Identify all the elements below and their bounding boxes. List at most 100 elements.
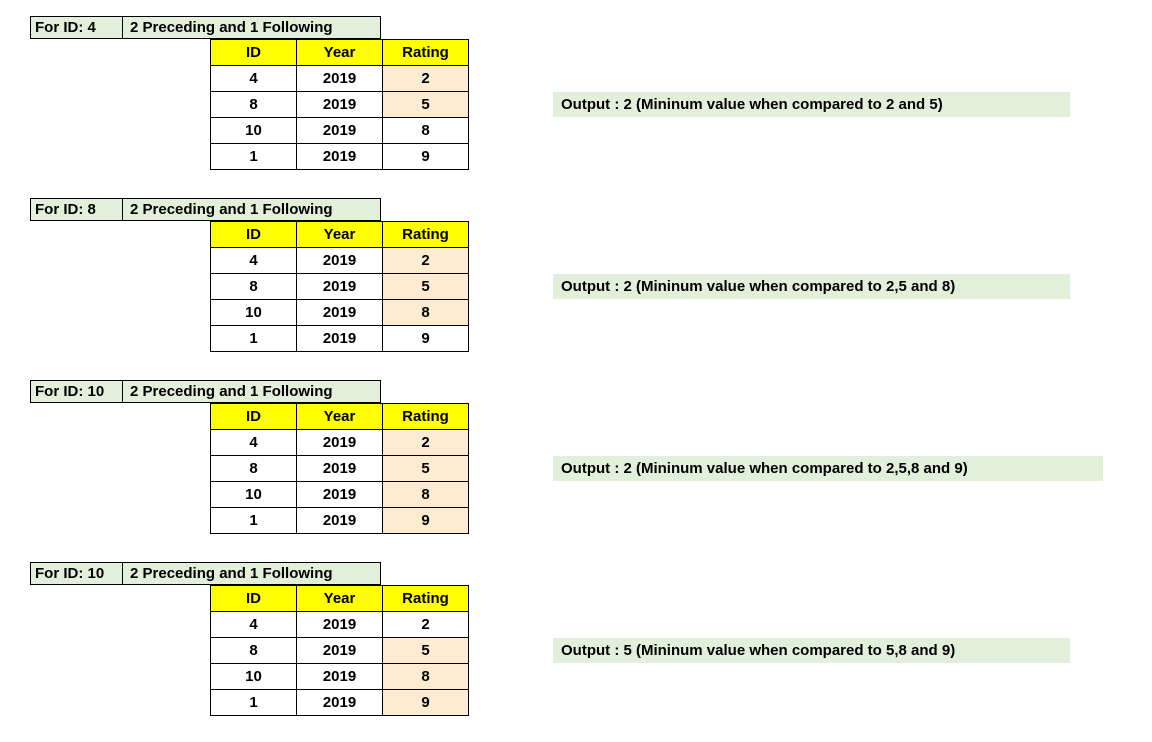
window-frame-cell: 2 Preceding and 1 Following [123,16,381,39]
output-label: Output : 2 (Mininum value when compared … [553,92,1070,117]
block-header: For ID: 4 2 Preceding and 1 Following [30,16,381,39]
id-cell: 4 [210,65,297,92]
example-block-1: For ID: 4 2 Preceding and 1 Following ID… [30,16,1140,196]
column-header-year: Year [296,221,383,248]
table-row: 8 2019 5 [210,91,469,118]
output-label: Output : 2 (Mininum value when compared … [553,274,1070,299]
column-header-rating: Rating [382,585,469,612]
rating-cell: 8 [382,299,469,326]
id-cell: 10 [210,299,297,326]
rating-cell: 5 [382,455,469,482]
rating-cell: 9 [382,507,469,534]
ratings-table: ID Year Rating 4 2019 2 8 2019 5 10 2019… [210,221,469,352]
id-cell: 1 [210,507,297,534]
id-cell: 8 [210,273,297,300]
block-header: For ID: 10 2 Preceding and 1 Following [30,380,381,403]
id-cell: 10 [210,663,297,690]
table-row: 1 2019 9 [210,143,469,170]
column-header-year: Year [296,585,383,612]
header-row: ID Year Rating [210,403,469,430]
example-block-3: For ID: 10 2 Preceding and 1 Following I… [30,380,1140,560]
rating-cell: 9 [382,143,469,170]
id-cell: 1 [210,143,297,170]
rating-cell: 8 [382,663,469,690]
year-cell: 2019 [296,637,383,664]
output-label: Output : 2 (Mininum value when compared … [553,456,1103,481]
header-row: ID Year Rating [210,221,469,248]
table-row: 4 2019 2 [210,65,469,92]
id-cell: 4 [210,429,297,456]
table-row: 1 2019 9 [210,325,469,352]
year-cell: 2019 [296,247,383,274]
column-header-year: Year [296,39,383,66]
window-frame-cell: 2 Preceding and 1 Following [123,198,381,221]
id-cell: 10 [210,117,297,144]
year-cell: 2019 [296,689,383,716]
table-row: 10 2019 8 [210,663,469,690]
for-id-cell: For ID: 10 [30,562,123,585]
year-cell: 2019 [296,481,383,508]
table-row: 10 2019 8 [210,481,469,508]
table-row: 1 2019 9 [210,689,469,716]
example-block-4: For ID: 10 2 Preceding and 1 Following I… [30,562,1140,742]
rating-cell: 8 [382,117,469,144]
window-frame-cell: 2 Preceding and 1 Following [123,380,381,403]
id-cell: 1 [210,689,297,716]
column-header-rating: Rating [382,39,469,66]
table-row: 8 2019 5 [210,455,469,482]
table-row: 8 2019 5 [210,637,469,664]
id-cell: 1 [210,325,297,352]
year-cell: 2019 [296,299,383,326]
year-cell: 2019 [296,455,383,482]
block-header: For ID: 10 2 Preceding and 1 Following [30,562,381,585]
year-cell: 2019 [296,65,383,92]
id-cell: 4 [210,247,297,274]
for-id-cell: For ID: 8 [30,198,123,221]
table-row: 10 2019 8 [210,117,469,144]
block-header: For ID: 8 2 Preceding and 1 Following [30,198,381,221]
year-cell: 2019 [296,507,383,534]
table-row: 4 2019 2 [210,429,469,456]
year-cell: 2019 [296,429,383,456]
for-id-cell: For ID: 4 [30,16,123,39]
column-header-rating: Rating [382,403,469,430]
table-row: 4 2019 2 [210,611,469,638]
rating-cell: 5 [382,273,469,300]
year-cell: 2019 [296,117,383,144]
column-header-id: ID [210,39,297,66]
year-cell: 2019 [296,91,383,118]
window-frame-cell: 2 Preceding and 1 Following [123,562,381,585]
example-block-2: For ID: 8 2 Preceding and 1 Following ID… [30,198,1140,378]
rating-cell: 2 [382,247,469,274]
rating-cell: 9 [382,325,469,352]
id-cell: 8 [210,637,297,664]
header-row: ID Year Rating [210,39,469,66]
year-cell: 2019 [296,143,383,170]
rating-cell: 5 [382,91,469,118]
ratings-table: ID Year Rating 4 2019 2 8 2019 5 10 2019… [210,403,469,534]
rating-cell: 2 [382,611,469,638]
rating-cell: 5 [382,637,469,664]
rating-cell: 9 [382,689,469,716]
ratings-table: ID Year Rating 4 2019 2 8 2019 5 10 2019… [210,39,469,170]
for-id-cell: For ID: 10 [30,380,123,403]
year-cell: 2019 [296,663,383,690]
column-header-year: Year [296,403,383,430]
ratings-table: ID Year Rating 4 2019 2 8 2019 5 10 2019… [210,585,469,716]
year-cell: 2019 [296,325,383,352]
year-cell: 2019 [296,611,383,638]
column-header-rating: Rating [382,221,469,248]
rating-cell: 2 [382,65,469,92]
column-header-id: ID [210,403,297,430]
year-cell: 2019 [296,273,383,300]
output-label: Output : 5 (Mininum value when compared … [553,638,1070,663]
header-row: ID Year Rating [210,585,469,612]
id-cell: 4 [210,611,297,638]
table-row: 10 2019 8 [210,299,469,326]
table-row: 4 2019 2 [210,247,469,274]
id-cell: 10 [210,481,297,508]
column-header-id: ID [210,221,297,248]
table-row: 1 2019 9 [210,507,469,534]
column-header-id: ID [210,585,297,612]
